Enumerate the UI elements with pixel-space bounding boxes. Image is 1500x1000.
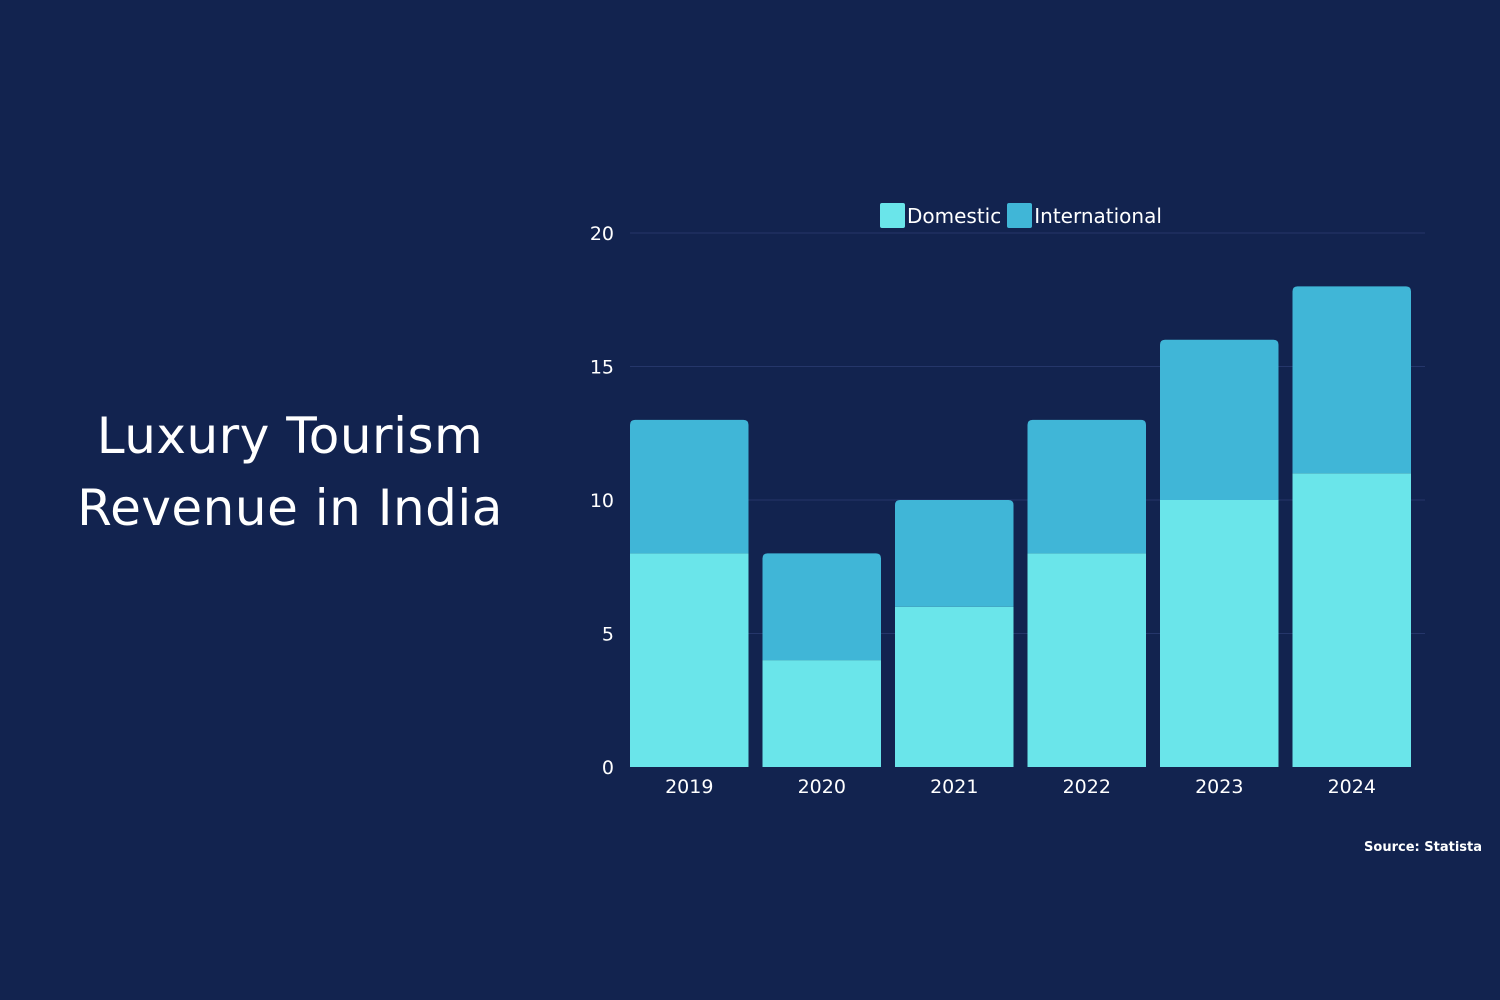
y-tick-label: 20	[590, 223, 614, 245]
legend-label-domestic: Domestic	[907, 203, 1002, 228]
bar-domestic-2021	[895, 606, 1014, 767]
bar-international-2024	[1292, 286, 1411, 474]
legend-swatch-international	[1007, 203, 1033, 228]
title-line-2: Revenue in India	[77, 479, 503, 537]
bar-domestic-2020	[762, 660, 881, 767]
y-tick-label: 10	[590, 490, 614, 512]
y-tick-label: 0	[602, 757, 614, 779]
bar-international-2023	[1160, 339, 1279, 500]
bar-domestic-2019	[630, 553, 749, 767]
x-tick-label: 2022	[1063, 776, 1111, 798]
bar-international-2022	[1027, 419, 1146, 554]
x-tick-label: 2020	[798, 776, 846, 798]
legend: Domestic International	[880, 203, 1168, 228]
bar-international-2021	[895, 500, 1014, 607]
legend-swatch-domestic	[880, 203, 905, 228]
legend-label-international: International	[1034, 203, 1162, 228]
y-tick-label: 15	[590, 357, 614, 379]
x-tick-label: 2019	[665, 776, 713, 798]
x-tick-label: 2021	[930, 776, 978, 798]
bar-domestic-2022	[1027, 553, 1146, 767]
chart-title: Luxury Tourism Revenue in India	[40, 400, 540, 544]
title-line-1: Luxury Tourism	[96, 407, 484, 465]
source-note: Source: Statista	[1364, 840, 1482, 855]
legend-item-domestic: Domestic	[880, 203, 1001, 228]
bar-domestic-2024	[1292, 473, 1411, 767]
bar-domestic-2023	[1160, 500, 1279, 767]
y-tick-label: 5	[602, 624, 614, 646]
legend-item-international: International	[1007, 203, 1162, 228]
x-tick-label: 2024	[1328, 776, 1376, 798]
bar-international-2020	[762, 553, 881, 661]
bar-international-2019	[630, 419, 749, 554]
x-tick-label: 2023	[1195, 776, 1243, 798]
